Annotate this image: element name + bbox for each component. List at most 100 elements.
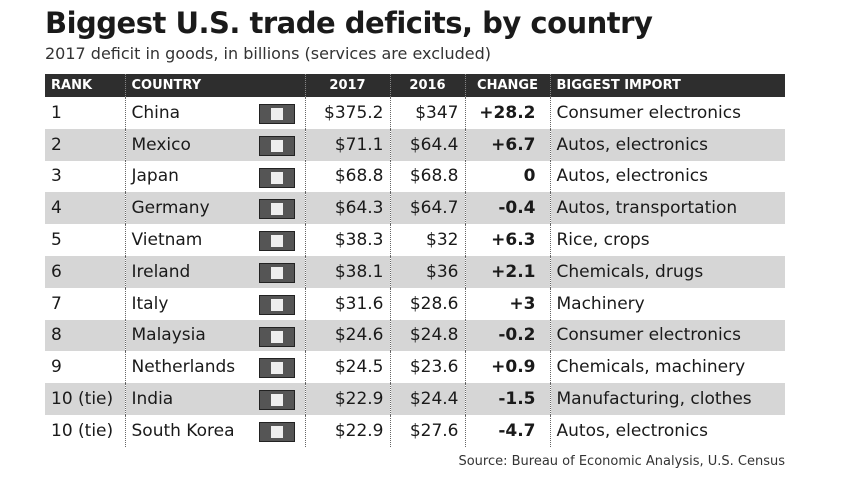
column-header: 2016 <box>389 74 465 97</box>
table-cell: +6.7 <box>464 128 550 161</box>
table-cell: 10 (tie) <box>45 383 125 415</box>
column-header: BIGGEST IMPORT <box>549 74 785 97</box>
table-row: 10 (tie) South Korea $22.9 $27.6 -4.7 Autos, … <box>45 414 785 447</box>
table-cell: $64.4 <box>389 128 465 161</box>
table-cell: $68.8 <box>389 160 465 193</box>
table-cell: $64.3 <box>304 192 390 225</box>
table-row: 3 Japan $68.8 $68.8 0 Autos, electronics <box>45 160 785 193</box>
table-cell: 6 <box>45 255 125 288</box>
table-cell: +6.3 <box>464 224 550 256</box>
table-row: 1 China $375.2 $347 +28.2 Consumer electronic… <box>45 97 785 129</box>
flag-icon <box>258 390 295 411</box>
subtitle: 2017 deficit in goods, in billions (serv… <box>45 44 491 63</box>
header-row: RANK COUNTRY 2017 2016 CHANGE BIGGEST IMPORT <box>45 74 785 97</box>
table-cell: 3 <box>51 166 62 187</box>
table-cell: Malaysia <box>124 319 305 352</box>
title: Biggest U.S. trade deficits, by country <box>45 6 653 40</box>
table-cell: $24.8 <box>389 319 465 352</box>
table-cell: Autos, electronics <box>549 128 785 161</box>
table-cell: 4 <box>45 192 125 225</box>
table-cell: Italy <box>124 287 305 320</box>
table-cell: 5 <box>51 230 62 251</box>
table-cell: India <box>124 383 305 415</box>
table-row: 9 Netherlands $24.5 $23.6 +0.9 Chemicals, mac… <box>45 351 785 384</box>
table-cell: China <box>124 97 305 129</box>
flag-icon <box>258 262 295 283</box>
table-cell: Ireland <box>124 255 305 288</box>
flag-icon <box>258 294 295 315</box>
table-cell: +28.2 <box>464 97 550 129</box>
flag-icon <box>258 421 295 442</box>
flag-icon <box>258 358 295 379</box>
table-cell: +0.9 <box>464 351 550 384</box>
table-cell: -0.4 <box>464 192 550 225</box>
table-cell: 8 <box>45 319 125 352</box>
table-cell: $28.6 <box>389 287 465 320</box>
table-cell: -0.2 <box>464 319 550 352</box>
table-cell: $27.6 <box>389 414 465 447</box>
source: Source: Bureau of Economic Analysis, U.S… <box>458 454 785 469</box>
table-cell: $38.1 <box>304 255 390 288</box>
table-cell: Consumer electronics <box>549 97 785 129</box>
table-cell: $22.9 <box>304 383 390 415</box>
table-cell: Chemicals, drugs <box>549 255 785 288</box>
table-cell: +3 <box>464 287 550 320</box>
table-row: 7 Italy $31.6 $28.6 +3 Machinery <box>45 287 785 320</box>
table-cell: 1 <box>51 102 62 123</box>
table-cell: Machinery <box>549 287 785 320</box>
table-cell: $24.6 <box>304 319 390 352</box>
table-row: 8 Malaysia $24.6 $24.8 -0.2 Consumer electron… <box>45 319 785 352</box>
table-row: 5 Vietnam $38.3 $32 +6.3 Rice, crops <box>45 224 785 256</box>
table-cell: 7 <box>51 293 62 314</box>
flag-icon <box>258 167 295 188</box>
table-cell: $23.6 <box>389 351 465 384</box>
table-cell: Consumer electronics <box>549 319 785 352</box>
flag-icon <box>258 135 295 156</box>
table-cell: Autos, transportation <box>549 192 785 225</box>
table-cell: 9 <box>51 357 62 378</box>
table-cell: Netherlands <box>124 351 305 384</box>
table-cell: Japan <box>124 160 305 193</box>
table-cell: $36 <box>389 255 465 288</box>
column-header: RANK <box>45 74 125 97</box>
table-cell: 0 <box>464 160 550 193</box>
table-cell: $71.1 <box>304 128 390 161</box>
flag-icon <box>258 231 295 252</box>
table-cell: $347 <box>389 97 465 129</box>
table-cell: Manufacturing, clothes <box>549 383 785 415</box>
table-cell: $22.9 <box>304 414 390 447</box>
flag-icon <box>258 199 295 220</box>
table-row: 6 Ireland $38.1 $36 +2.1 Chemicals, drugs <box>45 255 785 288</box>
table-cell: Autos, electronics <box>549 160 785 193</box>
table-cell: $32 <box>389 224 465 256</box>
flag-icon <box>258 104 295 124</box>
table-cell: $24.4 <box>389 383 465 415</box>
table-row: 4 Germany $64.3 $64.7 -0.4 Autos, transportat… <box>45 192 785 225</box>
table-cell: $24.5 <box>304 351 390 384</box>
table-cell: -4.7 <box>464 414 550 447</box>
table-cell: South Korea <box>124 414 305 447</box>
table-cell: $375.2 <box>304 97 390 129</box>
table-cell: Rice, crops <box>549 224 785 256</box>
column-header: COUNTRY <box>124 74 305 97</box>
table-body: 1 China $375.2 $347 +28.2 Consumer electronic… <box>45 97 785 447</box>
table-cell: Mexico <box>124 128 305 161</box>
deficit-table: RANK COUNTRY 2017 2016 CHANGE BIGGEST IMPORT … <box>45 74 785 447</box>
table-cell: -1.5 <box>464 383 550 415</box>
table-cell: $38.3 <box>304 224 390 256</box>
table-cell: +2.1 <box>464 255 550 288</box>
column-header: CHANGE <box>464 74 550 97</box>
column-header: 2017 <box>304 74 390 97</box>
flag-icon <box>258 326 295 347</box>
table-cell: Autos, electronics <box>549 414 785 447</box>
table-cell: Vietnam <box>124 224 305 256</box>
table-cell: Chemicals, machinery <box>549 351 785 384</box>
table-cell: 10 (tie) <box>51 420 114 441</box>
table-cell: $31.6 <box>304 287 390 320</box>
table-cell: Germany <box>124 192 305 225</box>
table-row: 2 Mexico $71.1 $64.4 +6.7 Autos, electronics <box>45 128 785 161</box>
table-cell: 2 <box>45 128 125 161</box>
table-cell: $64.7 <box>389 192 465 225</box>
table-cell: $68.8 <box>304 160 390 193</box>
